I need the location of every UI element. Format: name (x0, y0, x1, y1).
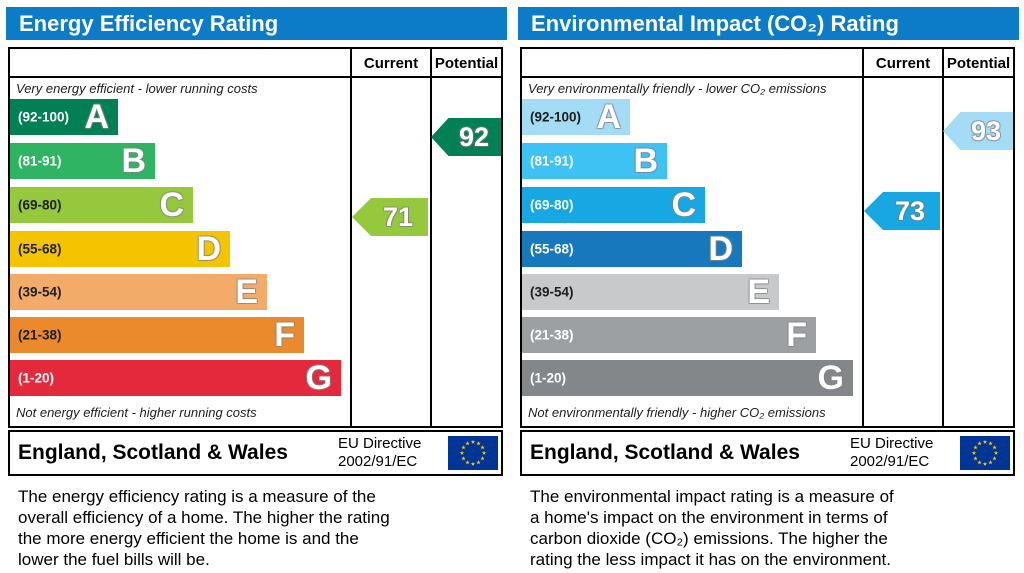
eu-directive-label: EU Directive 2002/91/EC (850, 435, 933, 471)
potential-column-header: Potential (434, 55, 499, 72)
current-rating-value: 71 (382, 201, 414, 232)
description-line: a home's impact on the environment in te… (530, 508, 888, 527)
band-e-letter: E (747, 273, 770, 311)
eu-directive-line2: 2002/91/EC (850, 453, 930, 470)
band-d-range-label: (55-68) (530, 241, 574, 257)
band-c-letter: C (159, 186, 184, 224)
potential-column-divider (942, 49, 944, 426)
band-e-bar: (39-54) E (522, 274, 779, 310)
band-b-range-label: (81-91) (18, 153, 62, 169)
energy-rating-description: The energy efficiency rating is a measur… (18, 486, 390, 570)
top-caption: Very energy efficient - lower running co… (16, 81, 258, 96)
band-f-letter: F (786, 316, 807, 354)
band-g-bar: (1-20) G (10, 360, 341, 396)
band-a-bar: (92-100) A (10, 99, 118, 135)
band-b-bar: (81-91) B (10, 143, 155, 179)
potential-column-divider (430, 49, 432, 426)
band-g-letter: G (817, 359, 844, 397)
co2-chart-box: Current Potential Very environmentally f… (520, 47, 1015, 428)
band-a-range-label: (92-100) (530, 109, 582, 125)
description-line: The energy efficiency rating is a measur… (18, 487, 376, 506)
eu-directive-line1: EU Directive (338, 435, 422, 452)
bottom-caption: Not environmentally friendly - higher CO… (528, 405, 826, 420)
potential-rating-value: 92 (458, 121, 490, 152)
current-column-header: Current (875, 55, 931, 72)
eu-directive-line1: EU Directive (850, 435, 934, 452)
potential-column-header: Potential (946, 55, 1011, 72)
potential-rating-value: 93 (970, 115, 1002, 146)
top-caption: Very environmentally friendly - lower CO… (528, 81, 827, 96)
band-a-bar: (92-100) A (522, 99, 630, 135)
description-line: overall efficiency of a home. The higher… (18, 508, 390, 527)
current-column-header: Current (363, 55, 419, 72)
energy-chart-box: Current Potential Very energy efficient … (8, 47, 503, 428)
eu-flag-icon (448, 436, 498, 470)
band-c-bar: (69-80) C (10, 187, 193, 223)
current-rating-arrow: 73 (864, 192, 940, 230)
potential-rating-arrow: 92 (431, 118, 501, 156)
band-b-letter: B (121, 142, 146, 180)
band-a-range-label: (92-100) (18, 109, 70, 125)
co2-rating-description: The environmental impact rating is a mea… (530, 486, 894, 570)
band-g-letter: G (305, 359, 332, 397)
band-e-bar: (39-54) E (10, 274, 267, 310)
description-line: carbon dioxide (CO₂) emissions. The high… (530, 529, 888, 548)
co2-footer: England, Scotland & Wales EU Directive 2… (520, 430, 1015, 476)
band-c-letter: C (671, 186, 696, 224)
band-a-letter: A (596, 98, 621, 136)
footer-region-label: England, Scotland & Wales (530, 441, 800, 464)
band-f-range-label: (21-38) (530, 327, 574, 343)
band-e-range-label: (39-54) (530, 284, 574, 300)
current-rating-value: 73 (894, 195, 926, 226)
current-column-divider (350, 49, 352, 426)
band-e-letter: E (235, 273, 258, 311)
energy-panel-title: Energy Efficiency Rating (6, 7, 507, 40)
column-header-row (522, 49, 1013, 78)
eu-flag-icon (960, 436, 1010, 470)
band-b-range-label: (81-91) (530, 153, 574, 169)
footer-region-label: England, Scotland & Wales (18, 441, 288, 464)
potential-rating-arrow: 93 (943, 112, 1013, 150)
co2-panel-title: Environmental Impact (CO₂) Rating (518, 7, 1019, 40)
band-d-bar: (55-68) D (10, 231, 230, 267)
eu-directive-line2: 2002/91/EC (338, 453, 418, 470)
co2-rating-panel: Environmental Impact (CO₂) Rating Curren… (518, 0, 1019, 573)
band-d-range-label: (55-68) (18, 241, 62, 257)
band-d-letter: D (196, 230, 221, 268)
band-c-range-label: (69-80) (530, 197, 574, 213)
band-c-range-label: (69-80) (18, 197, 62, 213)
description-line: lower the fuel bills will be. (18, 550, 210, 569)
energy-rating-panel: Energy Efficiency Rating Current Potenti… (6, 0, 507, 573)
band-d-bar: (55-68) D (522, 231, 742, 267)
band-f-letter: F (274, 316, 295, 354)
band-c-bar: (69-80) C (522, 187, 705, 223)
bottom-caption: Not energy efficient - higher running co… (16, 405, 257, 420)
eu-directive-label: EU Directive 2002/91/EC (338, 435, 421, 471)
band-e-range-label: (39-54) (18, 284, 62, 300)
current-rating-arrow: 71 (352, 198, 428, 236)
description-line: rating the less impact it has on the env… (530, 550, 891, 569)
band-b-bar: (81-91) B (522, 143, 667, 179)
description-line: the more energy efficient the home is an… (18, 529, 359, 548)
current-column-divider (862, 49, 864, 426)
band-g-range-label: (1-20) (530, 370, 567, 386)
band-f-bar: (21-38) F (522, 317, 816, 353)
description-line: The environmental impact rating is a mea… (530, 487, 894, 506)
energy-footer: England, Scotland & Wales EU Directive 2… (8, 430, 503, 476)
column-header-row (10, 49, 501, 78)
band-g-bar: (1-20) G (522, 360, 853, 396)
band-g-range-label: (1-20) (18, 370, 55, 386)
band-b-letter: B (633, 142, 658, 180)
band-f-bar: (21-38) F (10, 317, 304, 353)
band-a-letter: A (84, 98, 109, 136)
band-f-range-label: (21-38) (18, 327, 62, 343)
band-d-letter: D (708, 230, 733, 268)
